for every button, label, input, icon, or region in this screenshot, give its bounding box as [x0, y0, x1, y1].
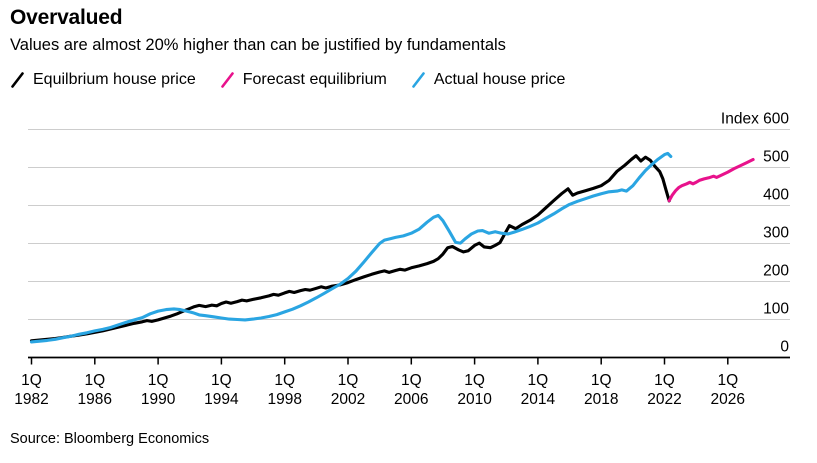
x-tick-label-q-2014: 1Q — [528, 372, 549, 389]
x-tick-label-q-2022: 1Q — [654, 372, 675, 389]
x-tick-label-year-1982: 1982 — [14, 391, 48, 408]
chart-title: Overvalued — [10, 6, 123, 29]
x-tick-label-year-2018: 2018 — [584, 391, 618, 408]
x-tick-label-q-1990: 1Q — [148, 372, 169, 389]
y-tick-label-0: 0 — [780, 339, 789, 356]
x-tick-label-q-1994: 1Q — [211, 372, 232, 389]
source-note: Source: Bloomberg Economics — [10, 431, 210, 447]
x-tick-label-q-1982: 1Q — [21, 372, 42, 389]
x-tick-label-year-2002: 2002 — [331, 391, 365, 408]
x-tick-label-year-2014: 2014 — [521, 391, 556, 408]
legend-slash-icon-forecast — [220, 72, 234, 88]
x-tick-label-year-1998: 1998 — [267, 391, 301, 408]
legend-item-forecast: Forecast equilibrium — [220, 71, 387, 89]
series-actual-line — [29, 151, 673, 344]
x-tick-label-q-2026: 1Q — [717, 372, 738, 389]
y-tick-label-100: 100 — [763, 301, 789, 318]
x-tick-label-year-2010: 2010 — [457, 391, 492, 408]
legend-label: Actual house price — [433, 71, 566, 88]
series-forecast-line — [667, 157, 755, 203]
y-tick-label-600: Index 600 — [721, 111, 789, 128]
legend-item-actual: Actual house price — [411, 71, 566, 89]
x-tick-label-year-1994: 1994 — [204, 391, 239, 408]
legend-label: Forecast equilibrium — [242, 71, 387, 88]
legend: Equilbrium house price Forecast equilibri… — [10, 71, 565, 89]
x-tick-label-q-2006: 1Q — [401, 372, 422, 389]
x-tick-label-year-2026: 2026 — [711, 391, 745, 408]
legend-slash-icon-equilibrium — [11, 72, 24, 88]
legend-slash-icon-actual — [412, 72, 425, 88]
x-tick-label-q-2018: 1Q — [591, 372, 612, 389]
x-tick-label-year-1986: 1986 — [78, 391, 112, 408]
x-tick-label-year-2022: 2022 — [647, 391, 681, 408]
x-tick-label-year-1990: 1990 — [141, 391, 176, 408]
series-equilibrium-line — [29, 154, 671, 343]
x-tick-label-q-2010: 1Q — [464, 372, 485, 389]
y-tick-label-500: 500 — [763, 149, 789, 166]
legend-label: Equilbrium house price — [33, 71, 196, 88]
legend-item-equilibrium: Equilbrium house price — [10, 71, 196, 89]
y-tick-label-200: 200 — [763, 263, 789, 280]
x-tick-label-year-2006: 2006 — [394, 391, 428, 408]
chart-subtitle: Values are almost 20% higher than can be… — [10, 36, 506, 54]
y-tick-label-400: 400 — [763, 187, 789, 204]
x-tick-label-q-2002: 1Q — [338, 372, 359, 389]
y-tick-label-300: 300 — [763, 225, 789, 242]
x-tick-label-q-1998: 1Q — [274, 372, 295, 389]
x-tick-label-q-1986: 1Q — [84, 372, 105, 389]
